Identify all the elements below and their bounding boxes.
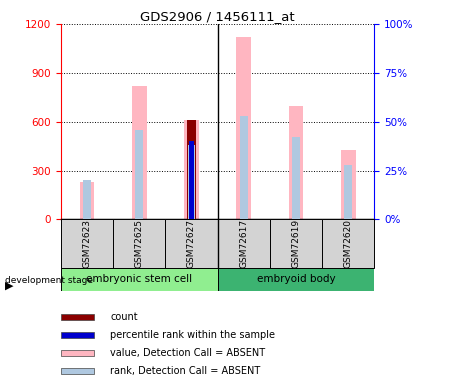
- Bar: [270, 219, 322, 268]
- Bar: [83, 180, 91, 219]
- Bar: [61, 314, 94, 320]
- Bar: [184, 120, 199, 219]
- Text: count: count: [110, 312, 138, 322]
- Bar: [188, 145, 195, 219]
- Text: GSM72619: GSM72619: [291, 219, 300, 268]
- Bar: [61, 332, 94, 338]
- Text: GSM72625: GSM72625: [135, 219, 144, 268]
- Bar: [113, 219, 166, 268]
- Text: percentile rank within the sample: percentile rank within the sample: [110, 330, 275, 340]
- Bar: [132, 86, 147, 219]
- Bar: [292, 138, 300, 219]
- Bar: [217, 219, 270, 268]
- Text: development stage: development stage: [5, 276, 92, 285]
- Bar: [166, 219, 217, 268]
- Bar: [217, 268, 374, 291]
- Bar: [61, 350, 94, 355]
- Text: embryoid body: embryoid body: [257, 274, 335, 284]
- Bar: [61, 268, 217, 291]
- Bar: [61, 219, 113, 268]
- Bar: [80, 182, 94, 219]
- Text: GSM72620: GSM72620: [344, 219, 353, 268]
- Text: rank, Detection Call = ABSENT: rank, Detection Call = ABSENT: [110, 366, 260, 375]
- Title: GDS2906 / 1456111_at: GDS2906 / 1456111_at: [140, 10, 295, 23]
- Bar: [344, 165, 352, 219]
- Text: embryonic stem cell: embryonic stem cell: [86, 274, 192, 284]
- Text: GSM72627: GSM72627: [187, 219, 196, 268]
- Bar: [341, 150, 355, 219]
- Bar: [135, 130, 143, 219]
- Bar: [322, 219, 374, 268]
- Text: GSM72623: GSM72623: [83, 219, 92, 268]
- Bar: [187, 120, 196, 219]
- Text: GSM72617: GSM72617: [239, 219, 248, 268]
- Bar: [240, 116, 248, 219]
- Bar: [236, 38, 251, 219]
- Bar: [61, 368, 94, 374]
- Text: value, Detection Call = ABSENT: value, Detection Call = ABSENT: [110, 348, 265, 358]
- Bar: [189, 141, 194, 219]
- Bar: [289, 106, 303, 219]
- Text: ▶: ▶: [5, 281, 13, 291]
